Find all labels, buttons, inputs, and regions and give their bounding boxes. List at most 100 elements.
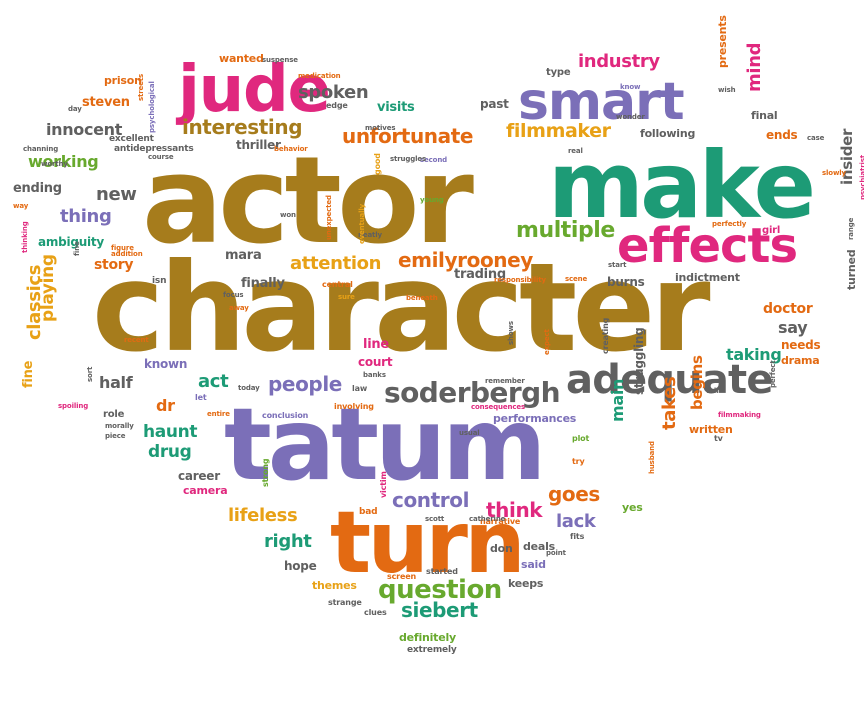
word-ambiguity: ambiguity xyxy=(38,235,104,249)
word-know: know xyxy=(620,83,641,91)
word-role: role xyxy=(103,409,125,420)
word-half: half xyxy=(99,373,133,392)
word-attention: attention xyxy=(290,253,382,274)
word-consequences: consequences xyxy=(471,403,525,411)
word-make: make xyxy=(548,132,816,239)
word-smart: smart xyxy=(518,72,685,132)
word-beneath: beneath xyxy=(406,294,438,302)
word-question: question xyxy=(378,575,502,605)
word-story: story xyxy=(94,257,134,273)
word-finally: finally xyxy=(241,276,285,291)
word-camera: camera xyxy=(183,484,228,497)
word-narrative: narrative xyxy=(480,517,521,526)
word-working: working xyxy=(28,152,99,171)
word-dr: dr xyxy=(156,396,175,415)
word-act: act xyxy=(198,371,229,392)
word-banks: banks xyxy=(363,371,386,379)
word-bad: bad xyxy=(359,507,378,517)
word-strange: strange xyxy=(328,598,362,607)
word-effects: effects xyxy=(617,218,798,274)
word-begins: begins xyxy=(688,355,706,410)
word-filmmaking: filmmaking xyxy=(718,411,761,419)
word-wonder: wonder xyxy=(616,113,645,121)
word-excellent: excellent xyxy=(109,134,154,144)
word-tell: tell xyxy=(706,387,719,395)
word-court: court xyxy=(358,355,393,369)
word-wanted: wanted xyxy=(219,52,264,65)
word-involving: involving xyxy=(334,402,374,411)
word-drug: drug xyxy=(148,442,192,462)
word-hope: hope xyxy=(284,559,317,573)
word-steven: steven xyxy=(82,95,130,110)
word-actor: actor xyxy=(142,132,474,271)
word-mara: mara xyxy=(225,248,262,263)
word-thinking: thinking xyxy=(21,221,29,253)
word-let: let xyxy=(195,393,207,402)
word-final: final xyxy=(751,109,778,122)
word-deals: deals xyxy=(523,540,555,553)
word-struggles: struggles xyxy=(390,155,427,163)
word-law: law xyxy=(352,384,368,393)
word-started: started xyxy=(426,567,458,576)
word-strong: strong xyxy=(261,458,270,488)
word-antidepressants: antidepressants xyxy=(114,144,194,154)
word-isn: isn xyxy=(152,276,167,286)
word-try: try xyxy=(572,457,585,466)
word-away: away xyxy=(229,304,249,312)
word-turn: turn xyxy=(330,493,526,593)
word-control: control xyxy=(392,488,470,512)
word-thing: thing xyxy=(60,206,112,227)
word-scott: scott xyxy=(425,515,445,523)
word-edge: edge xyxy=(326,101,348,110)
word-psychological: psychological xyxy=(148,81,156,133)
word-second: second xyxy=(420,156,448,164)
word-past: past xyxy=(480,97,509,111)
word-expect: expect xyxy=(543,329,551,355)
word-spoken: spoken xyxy=(298,82,369,103)
word-written: written xyxy=(689,423,733,436)
word-usual: usual xyxy=(459,429,480,437)
word-following: following xyxy=(640,127,696,140)
word-tatum: tatum xyxy=(224,386,546,503)
word-extremely: extremely xyxy=(407,645,457,655)
word-shows: shows xyxy=(507,321,515,345)
word-mind: mind xyxy=(744,42,765,92)
word-goes: goes xyxy=(548,482,600,506)
word-presents: presents xyxy=(716,15,729,68)
word-known: known xyxy=(144,357,188,371)
word-playing: playing xyxy=(38,254,58,322)
word-definitely: definitely xyxy=(399,631,456,644)
word-scene: scene xyxy=(565,275,588,283)
word-siebert: siebert xyxy=(401,598,478,622)
word-themes: themes xyxy=(312,579,357,592)
word-case: case xyxy=(807,134,825,142)
word-slowly: slowly xyxy=(822,169,846,177)
word-soderbergh: soderbergh xyxy=(384,376,561,409)
word-people: people xyxy=(268,372,342,396)
word-right: right xyxy=(264,531,312,552)
word-fine: fine xyxy=(21,360,36,388)
word-emilyrooney: emilyrooney xyxy=(398,248,533,272)
word-conclusion: conclusion xyxy=(262,411,309,420)
word-multiple: multiple xyxy=(516,218,615,243)
word-girl: girl xyxy=(762,225,781,236)
word-perfect: perfect xyxy=(769,360,777,388)
word-won: won xyxy=(280,211,296,219)
word-doctor: doctor xyxy=(763,301,813,317)
word-burns: burns xyxy=(607,275,645,289)
word-line: line xyxy=(363,337,389,352)
word-thriller: thriller xyxy=(236,138,281,152)
word-victim: victim xyxy=(379,471,388,498)
word-catherine: catherine xyxy=(469,515,506,523)
word-focus: focus xyxy=(223,291,244,299)
word-ends: ends xyxy=(766,128,798,142)
word-morally: morally xyxy=(105,422,134,430)
word-ending: ending xyxy=(13,181,62,196)
word-fits: fits xyxy=(570,532,585,541)
word-remember: remember xyxy=(485,377,525,385)
word-point: point xyxy=(546,549,566,557)
word-innocent: innocent xyxy=(46,120,123,139)
word-range: range xyxy=(847,217,855,240)
word-spoiling: spoiling xyxy=(58,402,89,410)
